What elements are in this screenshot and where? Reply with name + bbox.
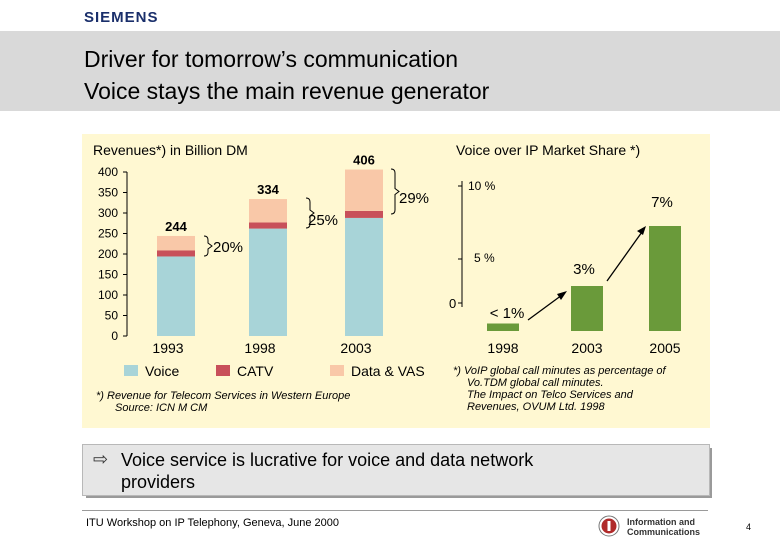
voip-footnote-line1: *) VoIP global call minutes as percentag…	[453, 365, 666, 377]
voip-y-tick-label: 5 %	[474, 251, 495, 265]
revenue-bar-segment	[345, 210, 383, 218]
revenue-y-tick-label: 0	[111, 329, 118, 343]
footer-workshop: ITU Workshop on IP Telephony, Geneva, Ju…	[86, 517, 339, 529]
voip-footnote-line4: Revenues, OVUM Ltd. 1998	[467, 401, 605, 413]
voip-y-tick-label: 0	[449, 296, 456, 311]
callout-box: ⇨ Voice service is lucrative for voice a…	[82, 444, 710, 496]
voip-value-label: 3%	[573, 261, 595, 278]
growth-bracket	[305, 197, 315, 229]
voip-x-label: 2003	[571, 340, 602, 356]
arrow-icon: ⇨	[93, 449, 109, 469]
voip-value-label: < 1%	[490, 305, 525, 322]
legend-swatch	[124, 365, 138, 376]
revenue-y-tick-label: 400	[98, 165, 118, 179]
voip-bar	[487, 323, 519, 331]
revenue-bar-segment	[249, 222, 287, 229]
voip-bar	[649, 226, 681, 331]
revenue-bar-segment	[157, 256, 195, 336]
revenue-bar-segment	[157, 250, 195, 257]
legend-label: Voice	[145, 363, 179, 379]
voip-y-tick-label: 10 %	[468, 179, 496, 193]
revenue-y-tick-label: 250	[98, 227, 118, 241]
slide-title-line1: Driver for tomorrow’s communication	[84, 46, 459, 72]
voip-value-label: 7%	[651, 194, 673, 211]
revenue-bar-segment	[249, 228, 287, 336]
logo-text-line1: Information and	[627, 517, 695, 527]
legend-swatch	[216, 365, 230, 376]
trend-arrowhead	[637, 226, 646, 235]
voip-bar	[571, 286, 603, 331]
revenue-total-label: 334	[257, 182, 279, 197]
revenue-bar-segment	[249, 199, 287, 223]
footer-divider	[82, 510, 708, 511]
logo-text-line2: Communications	[627, 527, 701, 537]
trend-arrowhead	[557, 291, 567, 300]
revenue-chart-title: Revenues*) in Billion DM	[93, 142, 248, 158]
growth-label: 29%	[399, 190, 429, 207]
callout-text-line2: providers	[121, 472, 196, 492]
legend-label: CATV	[237, 363, 274, 379]
revenue-x-label: 1993	[152, 340, 183, 356]
ic-logo-icon	[598, 515, 620, 537]
revenue-bar-segment	[345, 169, 383, 211]
brand-logo: SIEMENS	[84, 9, 159, 26]
revenue-x-label: 1998	[244, 340, 275, 356]
revenue-bar-segment	[345, 217, 383, 336]
growth-bracket	[203, 235, 213, 257]
trend-arrow-line	[606, 231, 643, 282]
revenue-y-tick-label: 200	[98, 247, 118, 261]
revenue-y-tick-label: 350	[98, 186, 118, 200]
voip-footnote-line2: Vo.TDM global call minutes.	[467, 377, 604, 389]
slide-title-line2: Voice stays the main revenue generator	[84, 78, 490, 104]
revenue-y-tick-label: 100	[98, 288, 118, 302]
revenue-footnote-line1: *) Revenue for Telecom Services in Weste…	[96, 390, 351, 402]
title-band	[0, 31, 780, 111]
revenue-y-tick-label: 300	[98, 206, 118, 220]
voip-chart-title: Voice over IP Market Share *)	[456, 142, 641, 158]
revenue-y-tick-label: 150	[98, 268, 118, 282]
trend-arrow-line	[527, 294, 563, 321]
voip-footnote-line3: The Impact on Telco Services and	[467, 389, 633, 401]
callout-text-line1: Voice service is lucrative for voice and…	[121, 450, 534, 470]
voip-x-label: 1998	[487, 340, 518, 356]
revenue-total-label: 406	[353, 153, 375, 168]
growth-label: 20%	[213, 239, 243, 256]
legend-swatch	[330, 365, 344, 376]
revenue-y-tick-label: 50	[105, 309, 119, 323]
revenue-x-label: 2003	[340, 340, 371, 356]
revenue-footnote-line2: Source: ICN M CM	[115, 402, 208, 414]
page-number: 4	[746, 522, 752, 532]
voip-x-label: 2005	[649, 340, 680, 356]
growth-bracket	[390, 168, 400, 215]
revenue-total-label: 244	[165, 219, 187, 234]
growth-label: 25%	[308, 212, 338, 229]
revenue-bar-segment	[157, 235, 195, 251]
legend-label: Data & VAS	[351, 363, 425, 379]
